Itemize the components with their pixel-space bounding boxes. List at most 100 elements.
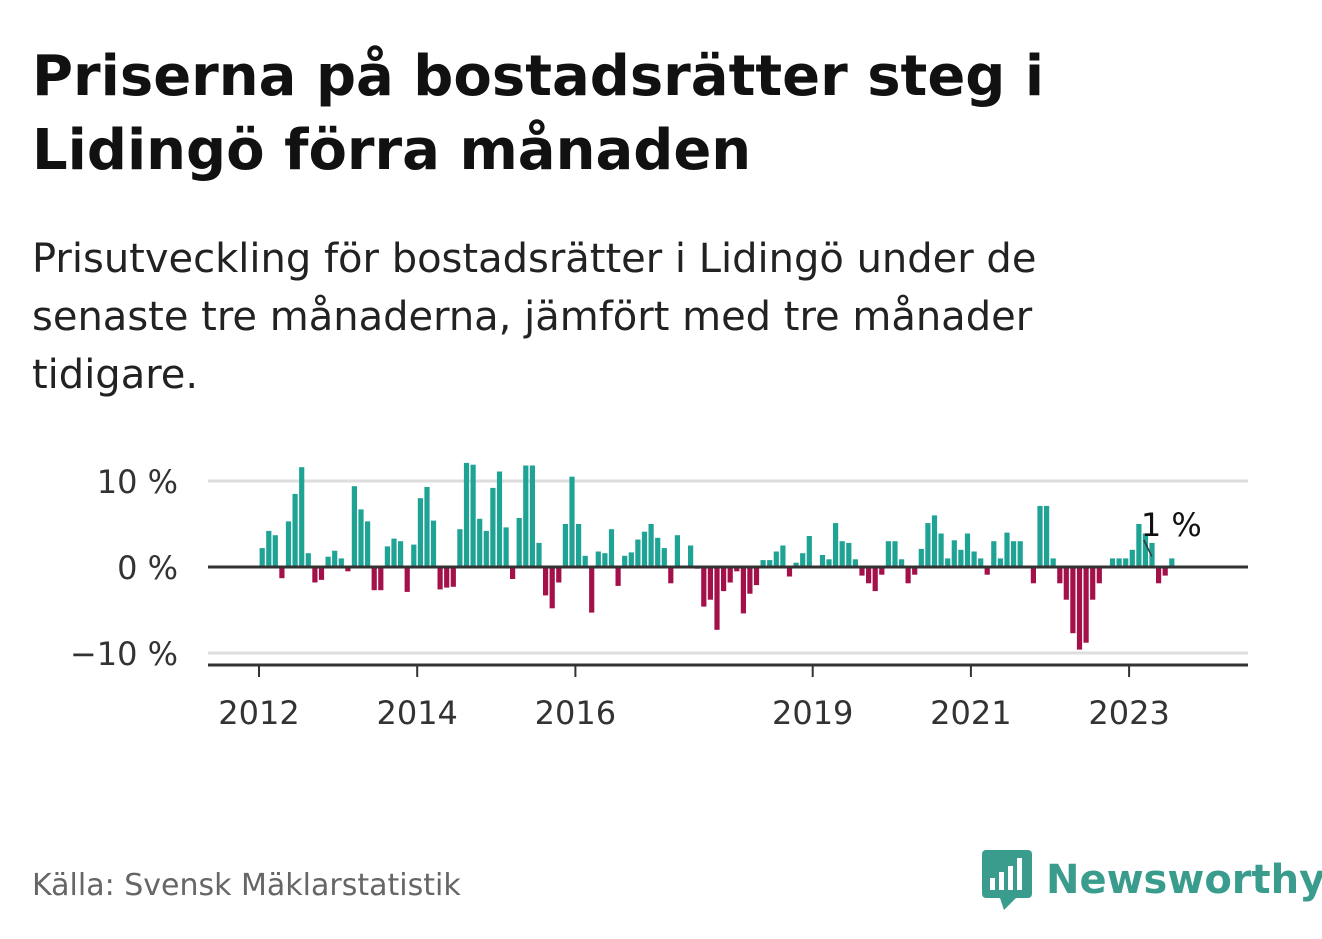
bar-positive [529, 465, 535, 567]
bar-positive [332, 550, 338, 567]
bar-positive [1017, 541, 1023, 567]
bar-negative [668, 567, 674, 584]
bar-positive [852, 559, 858, 567]
bar-negative [786, 567, 793, 577]
bar-positive [430, 520, 437, 567]
bar-positive [292, 493, 298, 567]
bar-positive [688, 545, 694, 567]
annotation-leader [1143, 539, 1153, 557]
y-tick-label: 10 % [97, 463, 178, 501]
bar-positive [1129, 549, 1135, 567]
bar-positive [608, 529, 615, 567]
bar-positive [622, 555, 628, 567]
bar-negative [437, 567, 443, 590]
bar-positive [958, 549, 964, 567]
bar-positive [839, 541, 845, 567]
y-tick-label: −10 % [70, 635, 178, 673]
x-tick-label: 2019 [772, 694, 853, 732]
bar-positive [325, 556, 331, 567]
bar-positive [885, 541, 891, 567]
bar-positive [1037, 505, 1043, 567]
source-note: Källa: Svensk Mäklarstatistik [32, 868, 461, 903]
bar-negative [556, 567, 562, 583]
bar-positive [1149, 542, 1155, 567]
newsworthy-logo: Newsworthy [982, 850, 1322, 910]
bar-positive [997, 558, 1003, 567]
bar-negative [701, 567, 707, 607]
bar-negative [1162, 567, 1168, 576]
bar-positive [391, 538, 397, 567]
bar-positive [398, 541, 404, 567]
bar-positive [338, 558, 344, 567]
bar-negative [1070, 567, 1076, 634]
bar-negative [589, 567, 595, 613]
bar-positive [767, 560, 773, 567]
bar-negative [1156, 567, 1162, 584]
bar-chart: 10 % 0 % −10 % 2012 2014 2016 2019 2021 2023 1 % [70, 462, 1248, 732]
x-tick-label: 2021 [930, 694, 1011, 732]
x-tick-label: 2023 [1088, 694, 1169, 732]
bar-negative [1083, 567, 1089, 643]
bar-positive [358, 509, 364, 567]
bar-negative [879, 567, 885, 575]
bar-positive [266, 530, 272, 567]
bar-positive [1142, 533, 1148, 567]
bar-negative [345, 567, 351, 572]
bar-positive [978, 558, 984, 567]
bar-positive [299, 467, 305, 567]
bar-positive [417, 498, 423, 567]
bar-positive [351, 486, 357, 567]
y-tick-label: 0 % [117, 549, 178, 587]
bar-positive [582, 555, 588, 567]
bar-positive [285, 521, 292, 567]
bar-negative [371, 567, 377, 591]
chart-subtitle: Prisutveckling för bostadsrätter i Lidin… [32, 236, 1037, 398]
bar-negative [866, 567, 872, 584]
bar-positive [918, 548, 924, 567]
bar-positive [773, 551, 779, 567]
bar-positive [483, 530, 489, 567]
bar-positive [991, 541, 997, 567]
bar-positive [516, 518, 522, 567]
bar-positive [523, 465, 529, 567]
bar-positive [1050, 558, 1056, 567]
bar-negative [1096, 567, 1102, 584]
bar-negative [543, 567, 549, 596]
bar-positive [635, 539, 641, 567]
bar-positive [562, 524, 568, 567]
bar-positive [1011, 541, 1017, 567]
bar-positive [569, 476, 575, 567]
bar-positive [806, 536, 812, 567]
bar-positive [793, 562, 799, 567]
bar-positive [1169, 558, 1175, 567]
bar-negative [984, 567, 990, 575]
bar-negative [1076, 567, 1083, 650]
bar-negative [727, 567, 733, 583]
bar-positive [365, 521, 371, 567]
bar-positive [477, 518, 483, 567]
bar-positive [1044, 505, 1050, 567]
annotation-label: 1 % [1141, 506, 1202, 544]
bar-negative [747, 567, 753, 594]
bar-negative [1090, 567, 1096, 600]
bar-positive [595, 551, 601, 567]
bar-positive [305, 553, 311, 567]
chart-title: Priserna på bostadsrätter steg i Lidingö… [32, 44, 1045, 183]
bar-positive [931, 515, 938, 567]
bar-positive [780, 545, 786, 567]
bar-positive [576, 524, 582, 567]
bar-negative [450, 567, 456, 587]
bar-positive [951, 540, 957, 567]
bar-positive [833, 523, 839, 567]
bar-negative [1063, 567, 1069, 600]
bar-negative [912, 567, 918, 575]
bar-positive [628, 552, 634, 567]
bar-negative [872, 567, 878, 592]
bar-negative [318, 567, 325, 580]
bar-positive [259, 548, 265, 567]
x-tick-label: 2016 [535, 694, 616, 732]
newsworthy-logo-icon [982, 850, 1032, 910]
bar-negative [510, 567, 516, 579]
bar-negative [404, 567, 410, 592]
bar-negative [378, 567, 384, 591]
